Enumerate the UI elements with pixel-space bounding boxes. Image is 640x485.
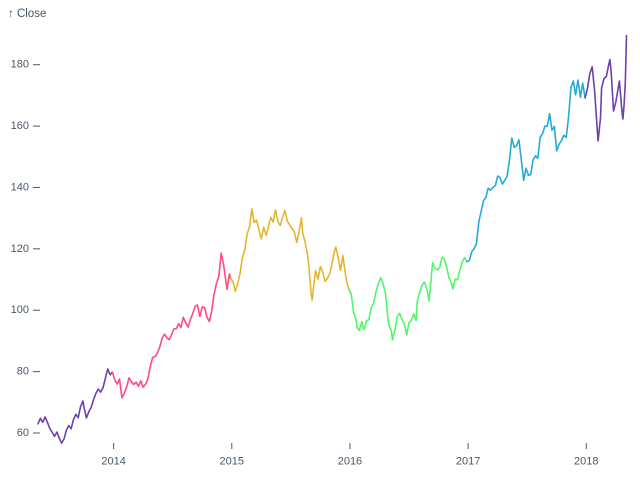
line-segment-2013 — [37, 368, 114, 444]
x-tick-label: 2016 — [338, 456, 362, 468]
line-segment-2015 — [229, 208, 350, 301]
line-segment-2017 — [466, 79, 586, 263]
x-tick-label: 2017 — [456, 456, 480, 468]
y-tick-label: 60 — [17, 427, 29, 439]
line-segment-2016 — [347, 256, 468, 341]
y-tick-label: 100 — [11, 304, 29, 316]
x-tick-label: 2014 — [101, 456, 125, 468]
y-tick-label: 120 — [11, 243, 29, 255]
y-axis-label: ↑ Close — [8, 8, 47, 20]
y-tick-label: 180 — [11, 59, 29, 71]
line-segment-2014 — [111, 252, 232, 399]
y-tick-label: 80 — [17, 366, 29, 378]
x-tick-label: 2018 — [574, 456, 598, 468]
x-tick-label: 2015 — [220, 456, 244, 468]
line-segment-2018 — [584, 34, 628, 142]
y-tick-label: 140 — [11, 181, 29, 193]
y-tick-label: 160 — [11, 120, 29, 132]
